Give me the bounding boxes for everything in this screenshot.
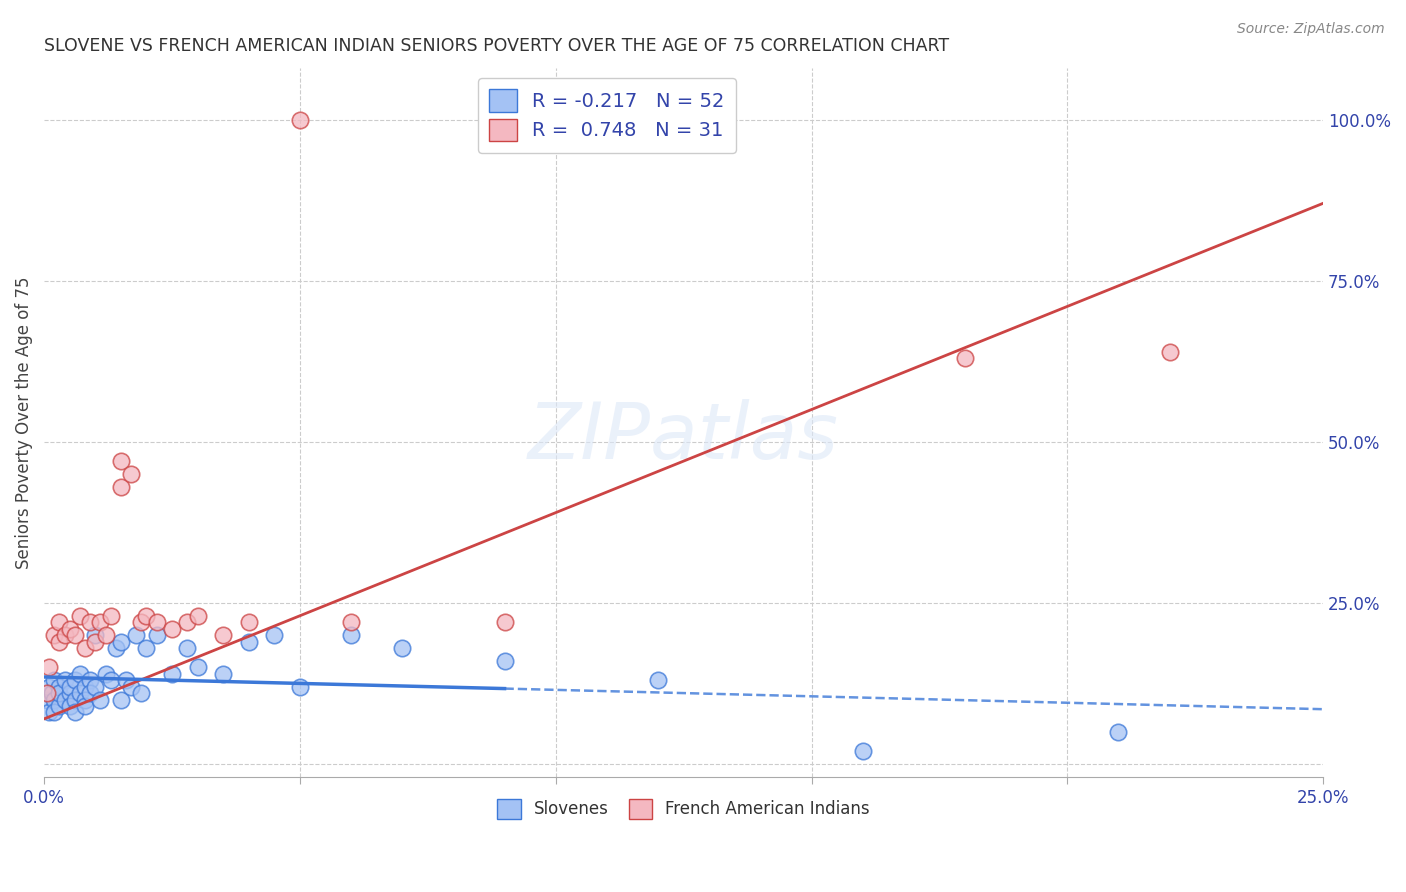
Point [212,628,235,642]
Point [115,673,138,688]
Point [288,680,311,694]
Point [340,615,363,630]
Point [59,622,82,636]
Point [48,686,70,700]
Point [110,454,132,468]
Point [53,692,76,706]
Point [135,608,157,623]
Point [340,628,363,642]
Point [110,692,132,706]
Point [59,698,82,713]
Point [187,608,209,623]
Point [391,640,413,655]
Point [494,654,516,668]
Point [94,666,117,681]
Point [53,628,76,642]
Point [84,680,107,694]
Point [647,673,669,688]
Point [73,698,96,713]
Point [84,634,107,648]
Point [35,692,58,706]
Point [145,615,167,630]
Y-axis label: Seniors Poverty Over the Age of 75: Seniors Poverty Over the Age of 75 [15,277,32,569]
Point [131,686,153,700]
Point [120,680,142,694]
Point [73,680,96,694]
Point [160,622,183,636]
Point [41,686,63,700]
Point [110,480,132,494]
Point [89,692,111,706]
Point [94,628,117,642]
Point [48,615,70,630]
Point [63,673,86,688]
Point [69,608,91,623]
Point [160,666,183,681]
Point [100,673,122,688]
Point [84,628,107,642]
Point [145,628,167,642]
Point [44,692,66,706]
Point [131,615,153,630]
Point [38,660,60,674]
Point [110,634,132,648]
Point [44,628,66,642]
Point [288,112,311,127]
Point [135,640,157,655]
Point [48,698,70,713]
Point [38,680,60,694]
Point [44,673,66,688]
Point [79,615,101,630]
Point [238,615,260,630]
Point [79,673,101,688]
Point [187,660,209,674]
Point [73,692,96,706]
Point [494,615,516,630]
Point [104,640,127,655]
Point [35,686,58,700]
Point [63,628,86,642]
Point [44,706,66,720]
Point [263,628,285,642]
Point [89,615,111,630]
Point [48,634,70,648]
Legend: Slovenes, French American Indians: Slovenes, French American Indians [491,793,877,825]
Point [59,680,82,694]
Point [125,628,148,642]
Point [1108,724,1130,739]
Point [63,692,86,706]
Text: Source: ZipAtlas.com: Source: ZipAtlas.com [1237,22,1385,37]
Point [63,706,86,720]
Point [176,640,198,655]
Point [1159,344,1181,359]
Text: ZIPatlas: ZIPatlas [529,399,839,475]
Point [176,615,198,630]
Point [120,467,142,481]
Point [48,680,70,694]
Point [53,673,76,688]
Point [238,634,260,648]
Point [852,744,875,758]
Point [953,351,976,365]
Point [79,686,101,700]
Point [69,666,91,681]
Point [212,666,235,681]
Point [59,686,82,700]
Point [73,640,96,655]
Point [100,608,122,623]
Point [38,706,60,720]
Point [69,686,91,700]
Text: SLOVENE VS FRENCH AMERICAN INDIAN SENIORS POVERTY OVER THE AGE OF 75 CORRELATION: SLOVENE VS FRENCH AMERICAN INDIAN SENIOR… [44,37,949,55]
